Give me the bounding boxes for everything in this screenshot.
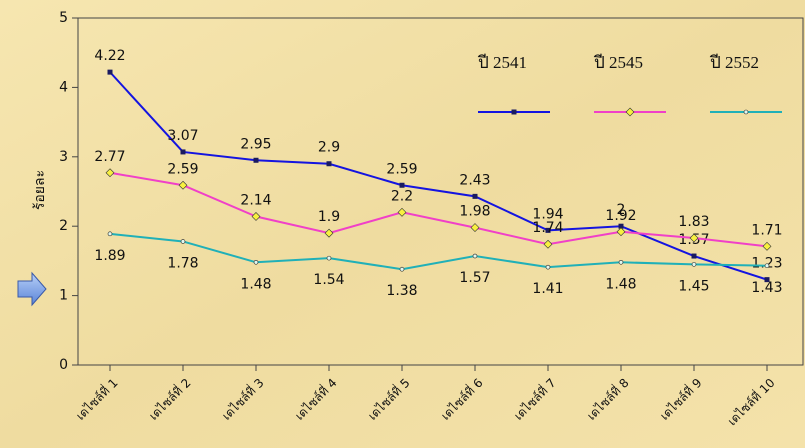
marker	[105, 168, 115, 178]
marker	[326, 161, 332, 167]
marker	[326, 255, 332, 261]
marker	[764, 263, 770, 269]
marker	[324, 228, 334, 238]
marker	[689, 233, 699, 243]
marker	[472, 193, 478, 199]
marker	[618, 223, 624, 229]
series-line	[109, 171, 768, 248]
marker	[397, 207, 407, 217]
marker	[511, 109, 517, 115]
marker	[178, 180, 188, 190]
marker	[691, 262, 697, 267]
marker	[472, 253, 478, 259]
marker	[107, 231, 113, 237]
y-axis-label: ร้อยละ	[32, 170, 48, 210]
marker	[251, 212, 261, 221]
data-label: 1.89	[94, 248, 125, 264]
marker	[618, 259, 624, 265]
marker	[764, 277, 770, 283]
data-label: 1.98	[459, 204, 490, 220]
y-tick-label: 2	[59, 218, 68, 234]
data-label: 1.94	[532, 206, 563, 222]
arrow-icon	[17, 271, 47, 307]
marker	[470, 223, 480, 233]
marker	[545, 264, 551, 270]
plot-frame	[77, 17, 804, 366]
data-label: 1.54	[313, 272, 344, 288]
data-label: 1.83	[678, 214, 709, 230]
marker	[253, 157, 259, 163]
data-label: 2.59	[167, 161, 198, 177]
data-label: 1.43	[751, 280, 782, 296]
data-label: 1.74	[532, 220, 563, 236]
data-label: 4.22	[94, 48, 125, 64]
data-label: 1.45	[678, 278, 709, 294]
data-label: 2.77	[94, 149, 125, 165]
data-label: 2.43	[459, 172, 490, 188]
series-line	[109, 71, 768, 281]
marker	[180, 149, 186, 155]
data-label: 2.2	[391, 188, 413, 204]
data-label: 1.71	[751, 222, 782, 238]
data-label: 3.07	[167, 128, 198, 144]
y-tick-label: 3	[59, 149, 68, 165]
data-label: 2.95	[240, 136, 271, 152]
marker	[743, 109, 749, 115]
data-label: 2.14	[240, 192, 271, 208]
marker	[253, 259, 259, 265]
marker	[762, 241, 772, 251]
series-line	[109, 232, 768, 271]
y-tick-label: 0	[59, 357, 68, 373]
legend-label: ปี 2552	[709, 53, 759, 72]
data-label: 1.57	[459, 270, 490, 286]
legend-label: ปี 2541	[477, 53, 527, 72]
data-label: 1.9	[318, 209, 340, 225]
data-label: 1.38	[386, 283, 417, 299]
marker	[545, 227, 551, 233]
y-tick-label: 4	[59, 79, 68, 95]
marker	[107, 69, 113, 75]
data-label: 1.48	[240, 276, 271, 292]
data-label: 1.48	[605, 276, 636, 292]
marker	[180, 239, 186, 244]
legend-label: ปี 2545	[593, 53, 643, 72]
marker	[691, 253, 697, 259]
marker	[399, 266, 405, 272]
marker	[616, 227, 626, 237]
y-tick-label: 1	[59, 288, 68, 304]
marker	[543, 239, 553, 249]
marker	[399, 182, 405, 188]
data-label: 1.41	[532, 281, 563, 297]
data-label: 1.92	[605, 208, 636, 224]
data-label: 2.9	[318, 140, 340, 156]
data-label: 2	[617, 202, 626, 218]
data-label: 1.78	[167, 255, 198, 271]
data-label: 2.59	[386, 161, 417, 177]
marker	[625, 107, 635, 117]
y-tick-label: 5	[59, 10, 68, 26]
